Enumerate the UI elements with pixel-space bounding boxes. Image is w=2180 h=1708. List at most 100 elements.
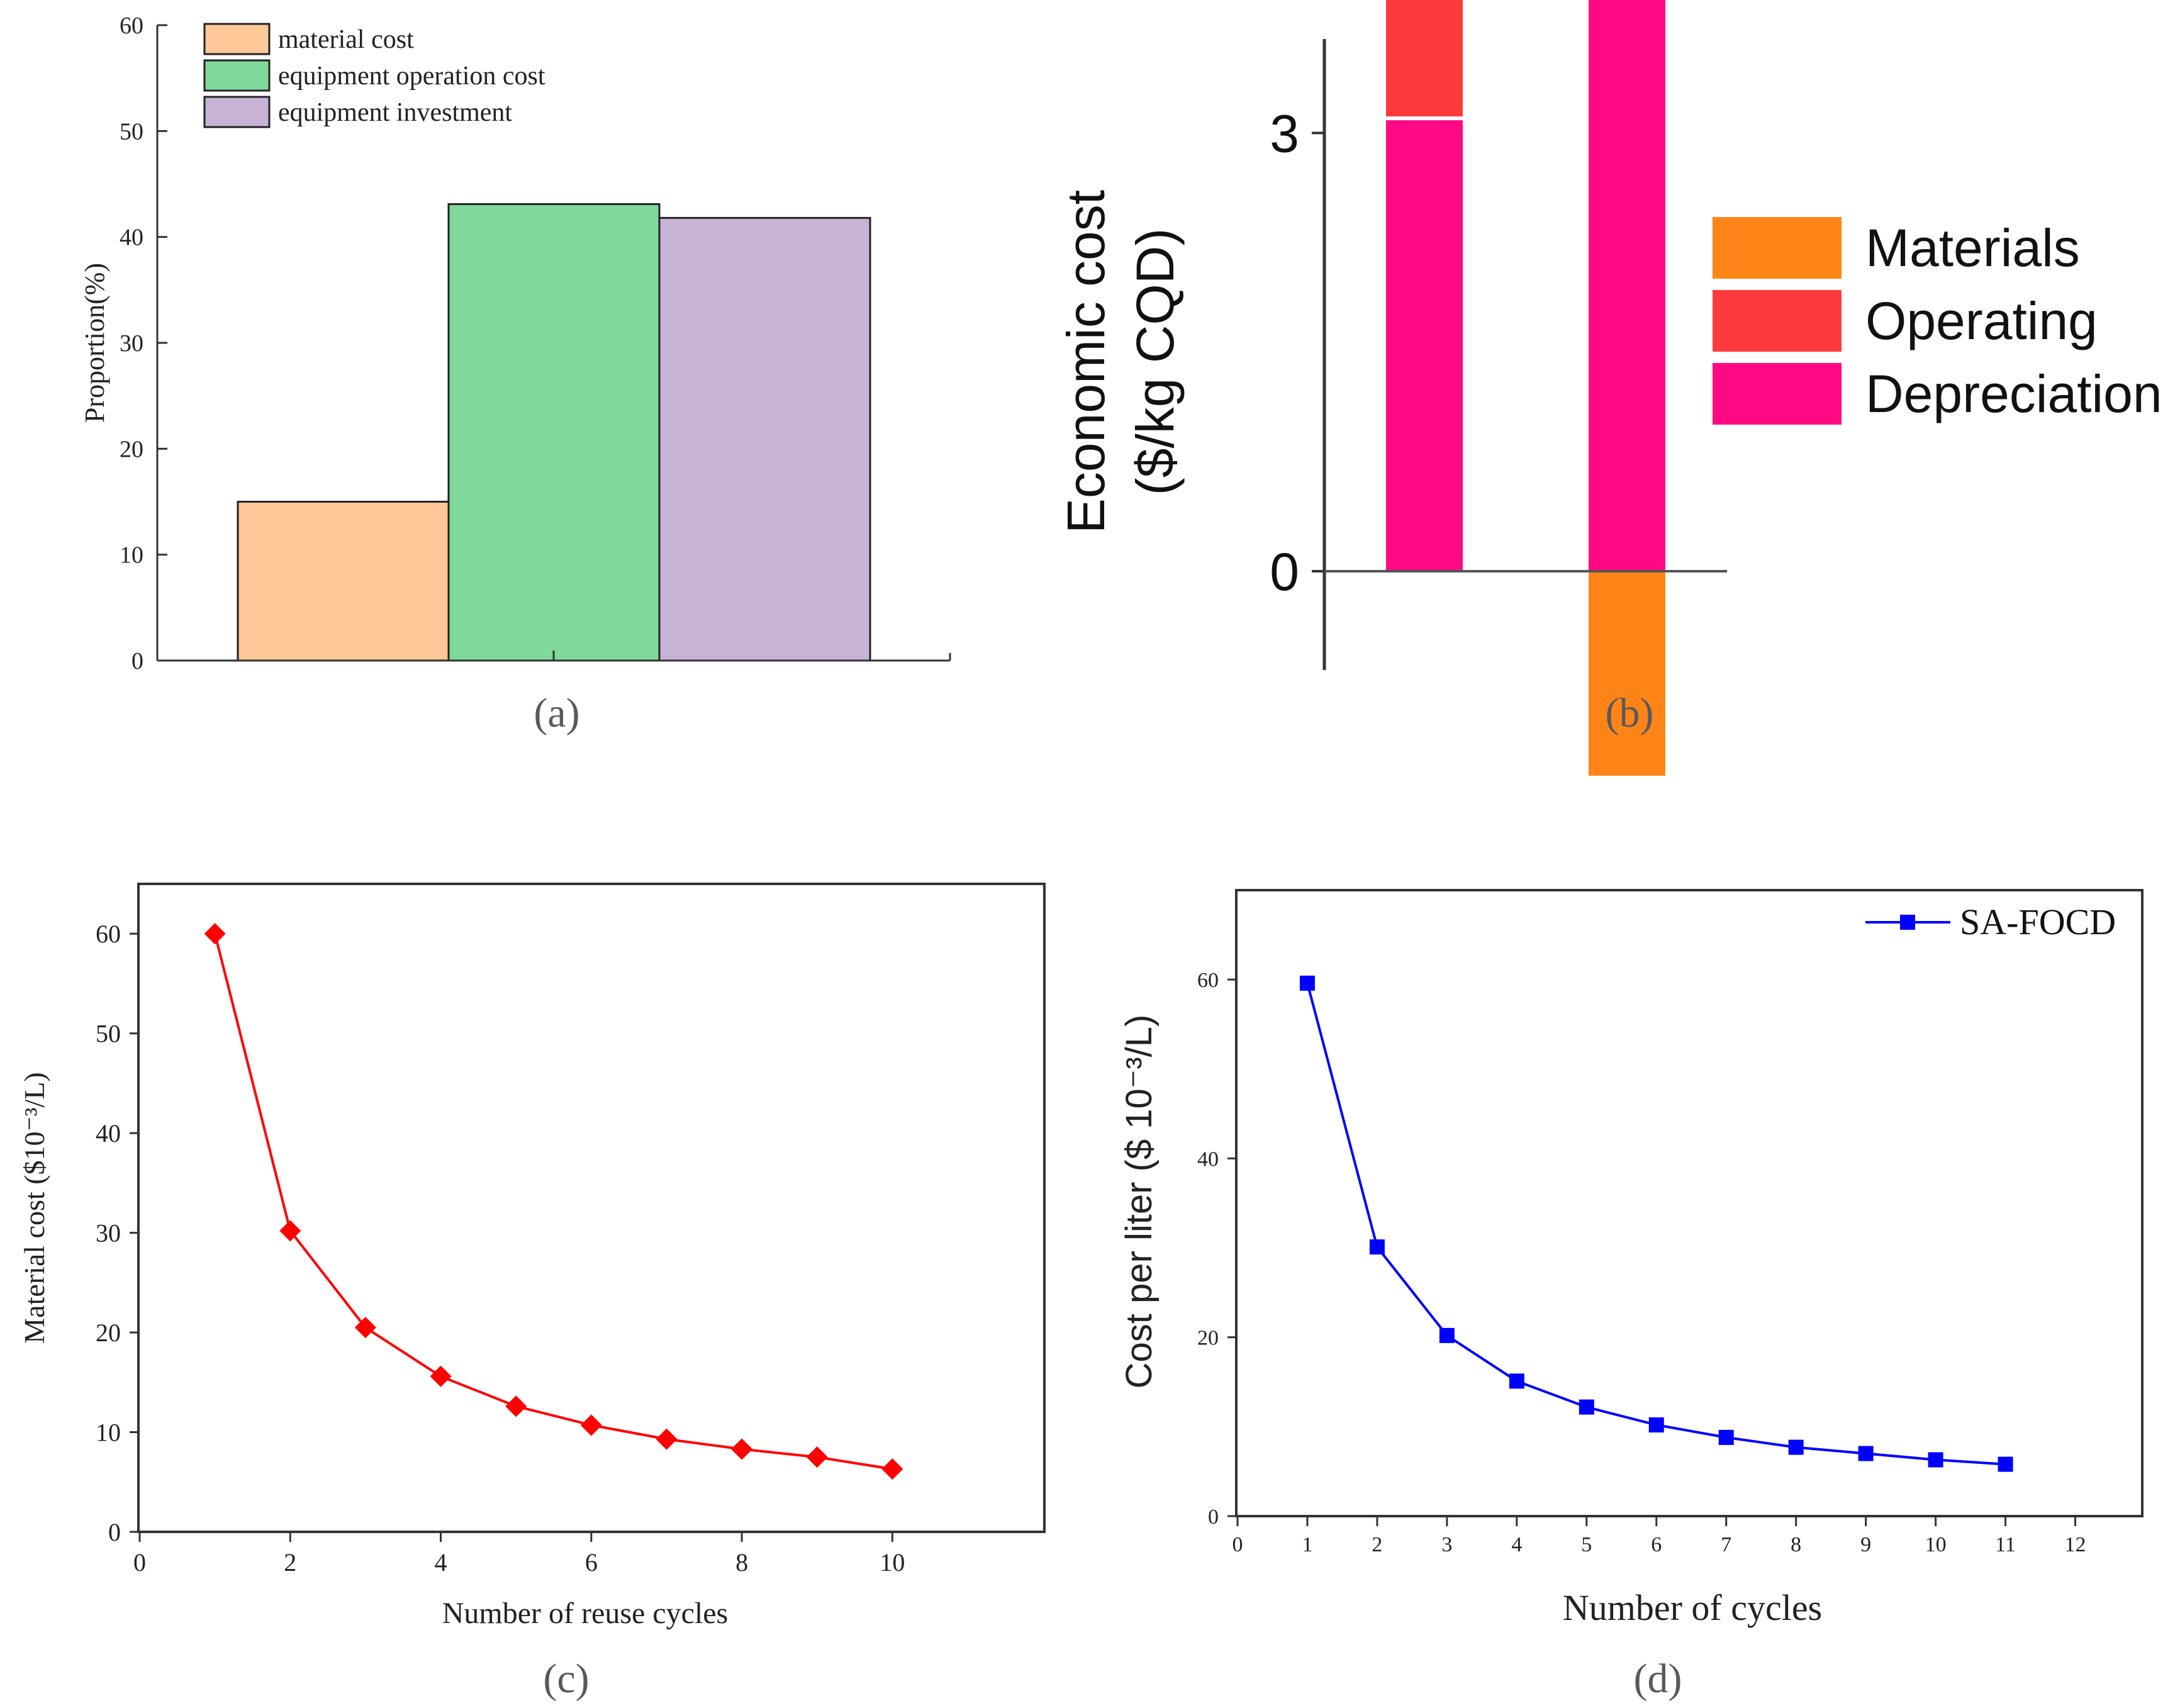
panel-d-y-tick-label: 60 [1197, 969, 1219, 992]
panel-d-point [1928, 1452, 1943, 1468]
panel-a-bar-3 [658, 216, 871, 662]
panel-a-y-tick-label: 0 [131, 648, 143, 674]
panel-d-point [1788, 1439, 1804, 1455]
panel-c-y-tick-label: 50 [96, 1020, 121, 1048]
panel-d-x-tick-label: 5 [1581, 1533, 1592, 1556]
panel-c-point [354, 1317, 376, 1339]
panel-c-point [806, 1446, 828, 1468]
panel-b-bar-2-depreciation [1589, 0, 1665, 572]
panel-c-point [881, 1458, 903, 1480]
panel-b-bars [1386, 0, 1665, 776]
panel-b-y-tick-label: 3 [1270, 104, 1299, 163]
panel-d-x-tick-label: 10 [1925, 1533, 1947, 1556]
panel-a-legend-label-2: equipment operation cost [278, 62, 545, 91]
panel-d-point [1858, 1446, 1874, 1461]
panel-b-bar-1-depreciation [1386, 118, 1463, 571]
panel-d-y-tick-label: 40 [1197, 1147, 1219, 1171]
panel-c-x-tick-label: 4 [435, 1548, 447, 1577]
panel-b-y-label-line1: Economic cost [1056, 190, 1115, 533]
panel-b-legend-swatch-3 [1713, 363, 1842, 425]
panel-a: 0 10 20 30 40 50 60 Proportion(%) material cos… [79, 13, 951, 736]
panel-d-point [1509, 1373, 1524, 1389]
panel-c-y-tick-label: 30 [96, 1219, 121, 1248]
panel-c-point [656, 1428, 678, 1450]
panel-c-label: (c) [543, 1656, 589, 1702]
panel-b-y-label-line2: ($/kg CQD) [1126, 228, 1185, 496]
panel-b-legend-swatch-1 [1713, 217, 1842, 279]
panel-a-label: (a) [534, 690, 579, 736]
panel-d-x-tick-label: 6 [1651, 1533, 1662, 1556]
panel-d-x-tick-label: 2 [1372, 1533, 1382, 1556]
panel-c-series-line [213, 933, 893, 1471]
panel-d-point [1439, 1327, 1455, 1343]
panel-d-point [1299, 975, 1315, 991]
panel-a-bars [237, 203, 871, 662]
panel-d-point [1998, 1456, 2013, 1472]
panel-d-series [1299, 975, 2013, 1472]
panel-d-frame [1235, 889, 2144, 1517]
panel-a-y-tick-label: 20 [120, 436, 143, 462]
panel-a-legend-swatch-3 [203, 96, 271, 128]
panel-d-series-line [1306, 983, 2006, 1466]
panel-b-label: (b) [1606, 690, 1654, 736]
panel-a-y-tick-label: 50 [120, 118, 143, 145]
panel-c-ticks: 0 2 4 6 8 10 0 10 20 30 40 50 60 [96, 920, 905, 1577]
panel-d-x-tick-label: 9 [1860, 1533, 1871, 1556]
panel-d-x-tick-label: 1 [1302, 1533, 1312, 1556]
panel-d-point [1648, 1417, 1664, 1433]
panel-d-x-label: Number of cycles [1563, 1587, 1822, 1628]
panel-b-legend-label-1: Materials [1865, 218, 2080, 277]
panel-d-x-tick-label: 0 [1233, 1533, 1243, 1556]
panel-a-legend-swatch-1 [203, 23, 271, 55]
panel-d-label: (d) [1634, 1656, 1682, 1702]
panel-b-y-ticks: 0369 [1270, 104, 1324, 601]
panel-a-y-label: Proportion(%) [79, 263, 110, 423]
panel-b-legend-label-3: Depreciation [1865, 364, 2162, 423]
panel-b-legend-swatch-2 [1713, 290, 1842, 352]
panel-c-point [279, 1220, 301, 1242]
panel-d-point [1369, 1239, 1385, 1255]
panel-b-y-tick-label: 0 [1270, 542, 1299, 601]
panel-c-x-tick-label: 6 [585, 1548, 598, 1577]
panel-d-point [1718, 1429, 1734, 1445]
panel-c-point [580, 1414, 602, 1436]
panel-d-legend: SA-FOCD [1865, 901, 2116, 942]
panel-a-legend-label-1: material cost [278, 25, 414, 54]
panel-d-x-tick-label: 12 [2065, 1533, 2086, 1556]
panel-d-x-tick-label: 8 [1791, 1533, 1801, 1556]
panel-a-legend: material cost equipment operation cost equ… [203, 23, 545, 128]
panel-a-legend-label-3: equipment investment [278, 98, 512, 127]
panel-c-x-tick-label: 8 [735, 1548, 748, 1577]
panel-a-y-ticks: 0 10 20 30 40 50 60 [120, 13, 167, 674]
panel-d-y-tick-label: 0 [1208, 1505, 1219, 1529]
panel-c-y-tick-label: 60 [96, 920, 121, 948]
panel-a-y-tick-label: 40 [120, 225, 143, 251]
panel-c-point [505, 1395, 527, 1417]
panel-d-y-label: Cost per liter ($ 10⁻³/L) [1119, 1015, 1160, 1389]
panel-c: 0 2 4 6 8 10 0 10 20 30 40 50 60 Number of reuse cyc… [18, 883, 1046, 1702]
panel-d-x-tick-label: 3 [1441, 1533, 1452, 1556]
panel-a-y-tick-label: 10 [120, 542, 143, 569]
panel-d-point [1579, 1399, 1594, 1415]
panel-c-y-tick-label: 20 [96, 1319, 121, 1347]
panel-c-y-tick-label: 10 [96, 1419, 121, 1447]
panel-c-point [204, 923, 226, 945]
panel-c-point [430, 1365, 452, 1387]
panel-b-legend-label-2: Operating [1865, 291, 2098, 350]
panel-a-bar-1 [237, 501, 450, 662]
panel-d-x-tick-label: 4 [1511, 1533, 1522, 1556]
panel-c-x-tick-label: 0 [133, 1548, 146, 1577]
panel-b-legend: Materials Operating Depreciation [1713, 217, 2162, 425]
panel-c-y-label: Material cost ($10⁻³/L) [18, 1072, 50, 1344]
panel-b-bar-2-materials [1589, 571, 1665, 776]
panel-d-x-tick-label: 7 [1721, 1533, 1731, 1556]
panel-a-bar-2 [447, 203, 661, 662]
panel-c-series [204, 923, 903, 1480]
panel-a-y-tick-label: 60 [120, 13, 143, 39]
panel-c-y-tick-label: 0 [108, 1518, 121, 1546]
panel-b: 0369 Economic cost ($/kg CQD) MaterialsO… [1056, 0, 2162, 776]
panel-d-legend-marker [1900, 915, 1915, 930]
